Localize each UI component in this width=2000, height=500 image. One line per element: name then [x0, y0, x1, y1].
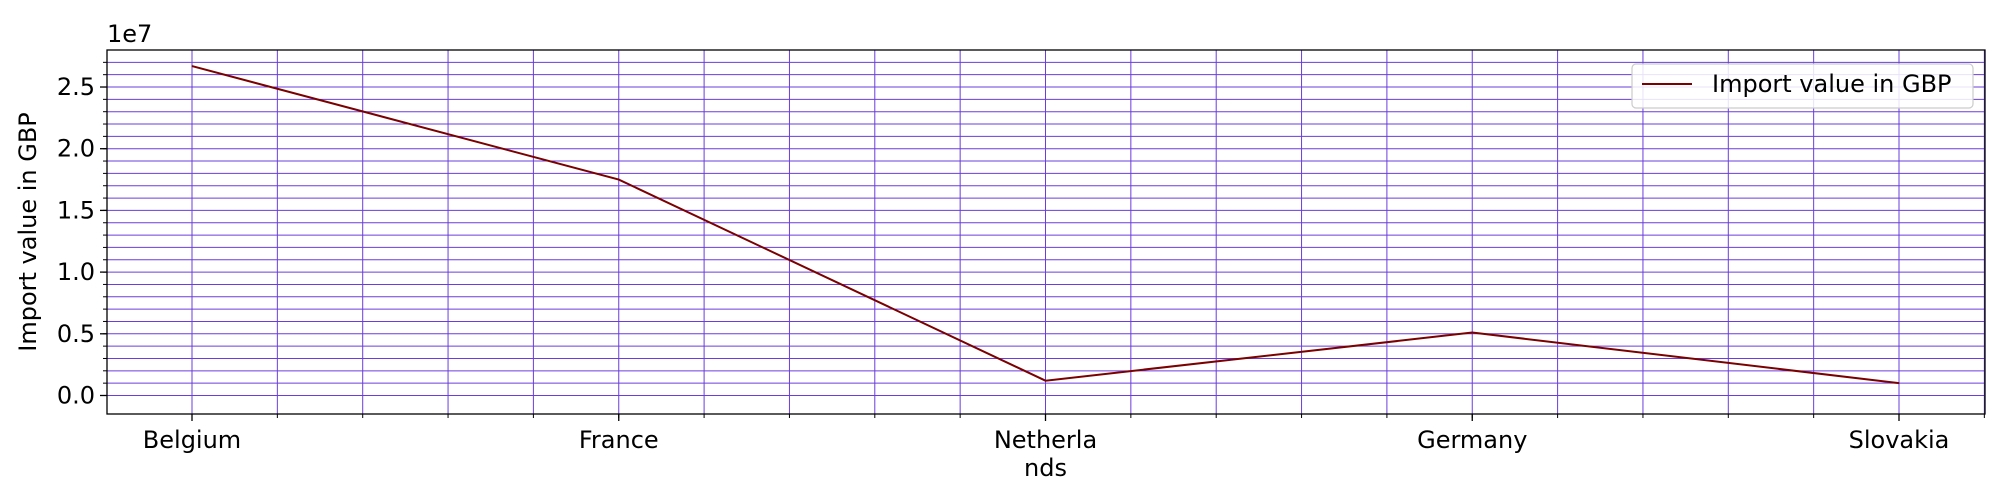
- data-point: [191, 65, 193, 67]
- x-tick-label: Belgium: [143, 426, 241, 454]
- y-axis: 0.0 0.5 1.0 1.5 2.0 2.5: [57, 61, 107, 409]
- legend-label: Import value in GBP: [1712, 70, 1952, 98]
- x-tick-label: Netherla nds: [994, 426, 1097, 482]
- y-tick-label: 0.5: [57, 320, 95, 348]
- data-point: [618, 179, 620, 181]
- x-tick-label: Germany: [1417, 426, 1527, 454]
- x-tick-label: France: [579, 426, 659, 454]
- data-point: [1471, 332, 1473, 334]
- y-tick-label: 2.5: [57, 73, 95, 101]
- series-layer: [191, 65, 1900, 385]
- y-tick-label: 1.5: [57, 196, 95, 224]
- y-tick-label: 1.0: [57, 258, 95, 286]
- y-tick-label: 0.0: [57, 381, 95, 409]
- y-axis-label: Import value in GBP: [14, 112, 42, 352]
- grid: [107, 50, 1985, 414]
- data-point: [1898, 382, 1900, 384]
- legend-box: [1631, 63, 1974, 109]
- y-axis-multiplier: 1e7: [107, 20, 152, 48]
- x-tick-label: Slovakia: [1849, 426, 1950, 454]
- y-tick-label: 2.0: [57, 135, 95, 163]
- legend: Import value in GBP: [1631, 63, 1974, 109]
- data-point: [1045, 380, 1046, 382]
- x-axis: Belgium France Netherla nds Germany Slovakia: [143, 414, 1985, 482]
